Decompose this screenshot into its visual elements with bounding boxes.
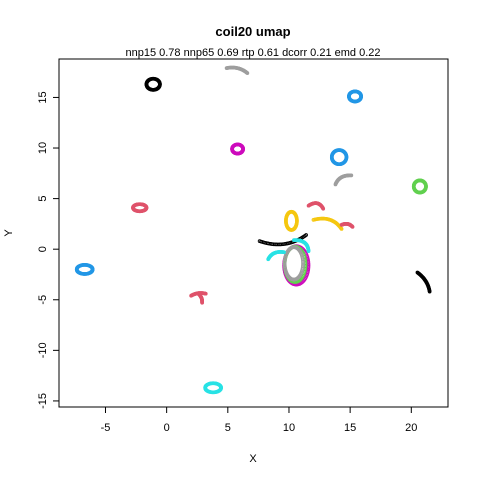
data-point <box>306 249 311 254</box>
y-axis: -15 -10 -5 0 5 10 15 <box>37 91 59 409</box>
x-axis: -5 0 5 10 15 20 <box>101 407 417 434</box>
data-point <box>144 206 149 210</box>
data-points <box>74 65 432 395</box>
x-tick-label: 5 <box>225 422 231 434</box>
x-tick-label: 10 <box>283 422 295 434</box>
y-tick-label: 15 <box>37 91 49 103</box>
data-point <box>424 185 428 189</box>
y-axis-label: Y <box>3 229 15 237</box>
plot-frame <box>58 58 449 408</box>
data-point <box>321 206 326 211</box>
x-tick-label: 0 <box>164 422 170 434</box>
x-axis-label: X <box>249 453 257 465</box>
data-point <box>245 71 250 76</box>
chart-title: coil20 umap <box>215 24 290 39</box>
data-point <box>359 95 363 99</box>
data-point <box>344 155 349 160</box>
y-tick-label: 0 <box>37 246 49 252</box>
data-point <box>301 262 305 267</box>
data-point <box>306 268 310 273</box>
y-tick-label: 10 <box>37 142 49 154</box>
data-point <box>295 219 299 224</box>
data-point <box>158 82 162 87</box>
x-tick-label: -5 <box>101 422 111 434</box>
data-point <box>427 289 432 294</box>
data-point <box>90 267 95 272</box>
chart-subtitle: nnp15 0.78 nnp65 0.69 rtp 0.61 dcorr 0.2… <box>125 47 380 59</box>
x-tick-label: 20 <box>405 422 417 434</box>
data-point <box>350 225 355 229</box>
x-tick-label: 15 <box>344 422 356 434</box>
data-point <box>200 300 204 305</box>
y-tick-label: -5 <box>37 295 49 305</box>
data-point <box>282 250 286 255</box>
data-point <box>203 291 208 296</box>
data-point <box>241 147 245 152</box>
data-point <box>339 227 344 231</box>
data-point <box>301 264 305 269</box>
data-point <box>349 173 354 178</box>
data-point <box>219 386 223 391</box>
data-point <box>304 233 308 237</box>
data-point <box>305 270 310 274</box>
y-tick-label: -10 <box>37 342 49 358</box>
y-tick-label: -15 <box>37 393 49 409</box>
y-tick-label: 5 <box>37 196 49 202</box>
